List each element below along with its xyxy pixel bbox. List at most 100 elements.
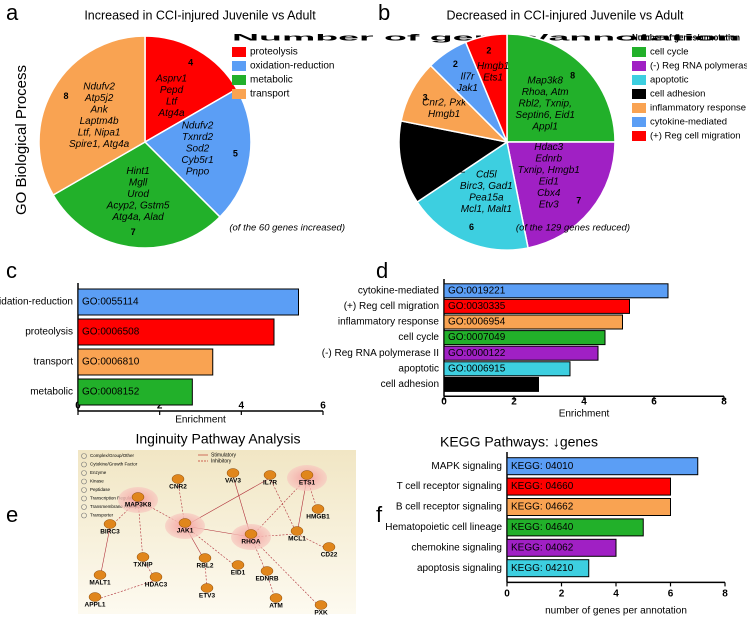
edge xyxy=(137,499,144,561)
legend-label: proteolysis xyxy=(250,47,298,58)
slice-genes: Asprv1 xyxy=(155,73,187,84)
slice-genes: Il7r xyxy=(460,72,475,83)
legend-label: (-) Reg RNA polymerase II xyxy=(650,61,747,72)
slice-value: 6 xyxy=(469,222,474,232)
bar-label: KEGG: 04010 xyxy=(511,461,574,472)
node xyxy=(300,470,314,480)
slice-value: 2 xyxy=(453,59,458,69)
legend-icon xyxy=(81,487,87,493)
node-label: EDNRB xyxy=(255,576,278,583)
slice-genes: Cnr2, Pxk xyxy=(422,97,467,108)
slice-genes: Ets1 xyxy=(483,72,503,83)
x-label: Enrichment xyxy=(559,409,610,420)
bar xyxy=(443,345,599,361)
y-tick-label: apoptosis signaling xyxy=(417,563,502,574)
slice-genes: Hdac3 xyxy=(534,142,563,153)
legend-title: Number of genes/annotation xyxy=(632,33,740,44)
y-tick-label: apoptotic xyxy=(398,363,439,374)
slice-genes: Acyp2, Gstm5 xyxy=(106,201,170,212)
y-tick-label: metabolic xyxy=(30,387,73,398)
slice-value: 4 xyxy=(188,57,193,67)
legend-label: cell cycle xyxy=(650,47,689,58)
x-tick-label: 4 xyxy=(239,401,245,412)
bar-label: KEGG: 04660 xyxy=(511,481,574,492)
node-label: MALT1 xyxy=(89,580,111,587)
slice-genes: Ndufv2 xyxy=(182,121,214,132)
node xyxy=(269,593,283,603)
y-tick-label: cell cycle xyxy=(398,332,439,343)
panel-letter: a xyxy=(6,0,19,25)
x-tick-label: 0 xyxy=(504,589,510,600)
x-tick-label: 4 xyxy=(613,589,619,600)
bar xyxy=(506,518,644,537)
node xyxy=(131,492,145,502)
bar-label: KEGG: 04640 xyxy=(511,522,574,533)
bar-label: GO:0007155 xyxy=(448,379,506,390)
y-tick-label: transport xyxy=(34,357,74,368)
panel-letter: e xyxy=(6,502,18,527)
x-tick-label: 8 xyxy=(722,589,728,600)
slice-genes: Txnrd2 xyxy=(182,132,214,143)
slice-genes: Jak1 xyxy=(456,83,478,94)
diagram-title: Inginuity Pathway Analysis xyxy=(136,431,301,447)
slice-genes: Atg4a xyxy=(157,108,185,119)
slice-genes: Cnr2 xyxy=(443,153,465,164)
legend-label: Cytokine/Growth Factor xyxy=(90,462,138,467)
chart-title: Decreased in CCI-injured Juvenile vs Adu… xyxy=(447,8,684,22)
y-label: GO Biological Process xyxy=(13,65,30,215)
bar xyxy=(506,457,699,476)
slice-genes: Mcl1, Malt1 xyxy=(461,204,512,215)
bar-label: GO:0006508 xyxy=(82,327,140,338)
node xyxy=(244,529,258,539)
slice-genes: Pepd xyxy=(160,85,184,96)
slice-genes: Urod xyxy=(127,189,149,200)
slice-genes: Mgll xyxy=(129,178,148,189)
slice-genes: Pnpo xyxy=(186,167,210,178)
slice-genes: Cd22 xyxy=(442,164,466,175)
legend-icon xyxy=(81,512,87,519)
slice-genes: Rhoa xyxy=(442,141,466,152)
slice-genes: Pea15a xyxy=(469,192,504,203)
legend-swatch xyxy=(632,47,646,57)
legend-swatch xyxy=(632,117,646,127)
bar-label: KEGG: 04662 xyxy=(511,502,574,513)
bar-label: GO:0030335 xyxy=(448,301,506,312)
bar xyxy=(506,538,617,557)
node-label: HDAC3 xyxy=(145,582,168,589)
bar-label: GO:0006954 xyxy=(448,317,506,328)
y-tick-label: Hematopoietic cell lineage xyxy=(385,522,502,533)
node xyxy=(226,468,240,478)
legend-label: Transporter xyxy=(90,513,114,518)
legend-label: (+) Reg cell migration xyxy=(650,131,741,142)
panel-letter: f xyxy=(376,502,383,527)
edge-legend-label: Inhibitory xyxy=(211,458,232,464)
pie-slice xyxy=(38,35,146,197)
node xyxy=(88,592,102,602)
x-tick-label: 8 xyxy=(721,397,727,408)
legend-swatch xyxy=(632,61,646,71)
legend-swatch xyxy=(232,47,246,57)
panel-letter: c xyxy=(6,258,17,283)
node xyxy=(290,526,304,536)
legend-label: metabolic xyxy=(250,75,293,86)
slice-genes: Appl1 xyxy=(531,121,558,132)
legend-label: Enzyme xyxy=(90,470,107,475)
x-tick-label: 4 xyxy=(581,397,587,408)
x-label: Enrichment xyxy=(175,415,226,426)
legend-label: cytokine-mediated xyxy=(650,117,727,128)
node-label: ETS1 xyxy=(299,480,316,487)
node xyxy=(231,560,245,570)
chart-title: KEGG Pathways: ↓genes xyxy=(440,434,598,450)
x-tick-label: 6 xyxy=(320,401,326,412)
slice-genes: Map3k8 xyxy=(527,75,563,86)
y-tick-label: (+) Reg cell migration xyxy=(344,301,439,312)
bar-label: GO:0006810 xyxy=(82,357,140,368)
bar xyxy=(506,498,671,516)
node-label: MCL1 xyxy=(288,536,306,543)
slice-genes: Rbl2, Txnip, xyxy=(519,98,572,109)
panel-letter: b xyxy=(378,0,390,25)
legend-swatch xyxy=(232,89,246,99)
slice-genes: Rhoa, Atm xyxy=(522,87,569,98)
legend-icon xyxy=(81,495,87,502)
